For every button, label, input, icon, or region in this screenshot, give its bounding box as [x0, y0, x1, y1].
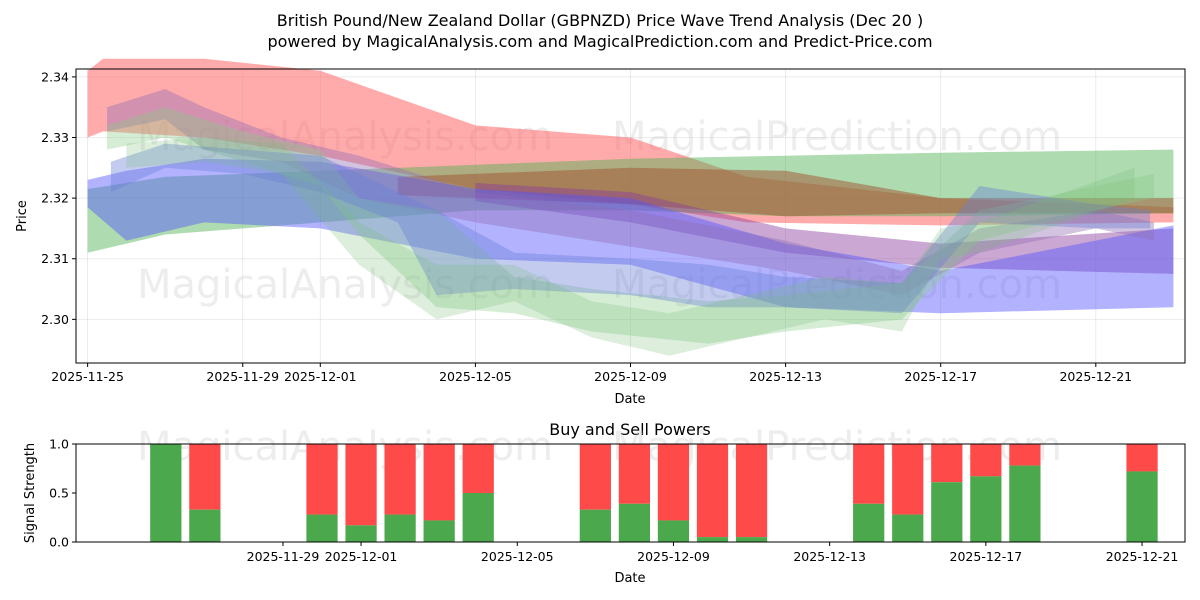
price-wave-band-4	[87, 158, 1174, 314]
buy-power-bar	[306, 514, 338, 542]
sell-power-bar	[931, 444, 963, 483]
signal-xtick-label: 2025-12-05	[481, 549, 554, 564]
sell-power-bar	[657, 444, 690, 521]
price-ytick-label: 2.30	[41, 312, 69, 327]
buy-power-bar	[618, 503, 651, 542]
price-xtick-label: 2025-12-21	[1059, 369, 1132, 384]
price-xtick-label: 2025-12-09	[594, 369, 667, 384]
signal-xtick-label: 2025-12-09	[637, 549, 710, 564]
signal-ticks: 2025-11-29 2025-12-01 2025-12-05 2025-12-09…	[49, 437, 1178, 565]
signal-ylabel: Signal Strength	[23, 443, 38, 543]
price-xlabel: Date	[614, 392, 645, 407]
price-xtick-label: 2025-12-17	[904, 369, 977, 384]
signal-xtick-label: 2025-12-21	[1106, 549, 1179, 564]
buy-power-bar	[696, 537, 729, 542]
sell-power-bar	[579, 444, 611, 510]
price-watermark: MagicalAnalysis.com	[137, 262, 553, 308]
signal-ytick-label: 0.0	[49, 535, 69, 550]
sell-power-bar	[853, 444, 885, 504]
price-bands	[87, 58, 1174, 356]
buy-power-bar	[579, 509, 611, 542]
signal-ytick-label: 0.5	[49, 486, 69, 501]
sell-power-bar	[306, 444, 338, 515]
sell-power-bar	[892, 444, 924, 515]
signal-ytick-label: 1.0	[49, 437, 69, 452]
price-xtick-label: 2025-12-01	[284, 369, 357, 384]
sell-power-bar	[1009, 444, 1041, 466]
price-watermark: MagicalPrediction.com	[612, 262, 1062, 308]
buy-power-bar	[345, 525, 377, 542]
buy-power-bar	[853, 503, 885, 542]
signal-xtick-label: 2025-12-01	[325, 549, 398, 564]
price-ytick-label: 2.32	[41, 191, 69, 206]
sell-power-bar	[696, 444, 729, 538]
buy-power-bar	[892, 514, 924, 542]
price-ytick-label: 2.33	[41, 130, 69, 145]
sell-power-bar	[189, 444, 221, 510]
sell-power-bar	[462, 444, 494, 493]
price-ytick-label: 2.31	[41, 251, 69, 266]
sell-power-bar	[735, 444, 768, 538]
price-wave-band-6	[107, 107, 1154, 344]
price-watermark: MagicalPrediction.com	[612, 114, 1062, 160]
price-ytick-label: 2.34	[41, 69, 69, 84]
price-wave-band-3	[475, 183, 1174, 274]
sell-power-bar	[384, 444, 416, 515]
price-xtick-label: 2025-12-05	[439, 369, 512, 384]
price-xtick-label: 2025-12-13	[749, 369, 822, 384]
buy-power-bar	[150, 444, 182, 542]
price-wave-band-2	[397, 167, 1174, 217]
buy-power-bar	[970, 476, 1002, 542]
buy-power-bar	[384, 514, 416, 542]
signal-title: Buy and Sell Powers	[549, 420, 711, 439]
buy-power-bar	[735, 537, 768, 542]
price-xtick-label: 2025-11-25	[51, 369, 124, 384]
buy-power-bar	[1009, 465, 1041, 542]
chart-subtitle: powered by MagicalAnalysis.com and Magic…	[267, 32, 932, 51]
price-ticks: 2025-11-25 2025-11-29 2025-12-01 2025-12-05…	[41, 69, 1132, 384]
sell-power-bar	[618, 444, 651, 504]
sell-power-bar	[423, 444, 455, 521]
signal-xtick-label: 2025-12-13	[793, 549, 866, 564]
signal-panel: Buy and Sell Powers MagicalAnalysis.com M…	[23, 420, 1186, 586]
buy-power-bar	[1126, 471, 1158, 542]
signal-bars	[150, 444, 1158, 542]
price-panel: MagicalAnalysis.com MagicalPrediction.com…	[15, 58, 1186, 407]
buy-power-bar	[462, 493, 494, 542]
price-xtick-label: 2025-11-29	[206, 369, 279, 384]
signal-xtick-label: 2025-12-17	[950, 549, 1023, 564]
price-wave-band-7	[110, 143, 1151, 314]
price-wave-band-0	[87, 58, 1174, 226]
buy-power-bar	[423, 520, 455, 542]
buy-power-bar	[189, 509, 221, 542]
chart-title: British Pound/New Zealand Dollar (GBPNZD…	[277, 11, 924, 30]
sell-power-bar	[1126, 444, 1158, 472]
buy-power-bar	[657, 520, 690, 542]
price-ylabel: Price	[15, 200, 30, 232]
price-wave-band-8	[126, 137, 1135, 356]
signal-xtick-label: 2025-11-29	[247, 549, 320, 564]
sell-power-bar	[345, 444, 377, 526]
buy-power-bar	[931, 482, 963, 542]
signal-xlabel: Date	[614, 571, 645, 586]
sell-power-bar	[970, 444, 1002, 477]
